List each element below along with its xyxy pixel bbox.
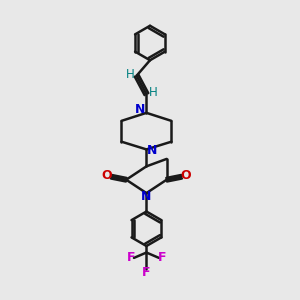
Text: H: H [148, 86, 157, 99]
Text: O: O [181, 169, 191, 182]
Text: N: N [141, 190, 152, 203]
Text: H: H [126, 68, 134, 81]
Text: N: N [135, 103, 146, 116]
Text: F: F [127, 251, 135, 264]
Text: F: F [142, 266, 151, 279]
Text: F: F [158, 251, 166, 264]
Text: O: O [102, 169, 112, 182]
Text: N: N [147, 144, 158, 158]
